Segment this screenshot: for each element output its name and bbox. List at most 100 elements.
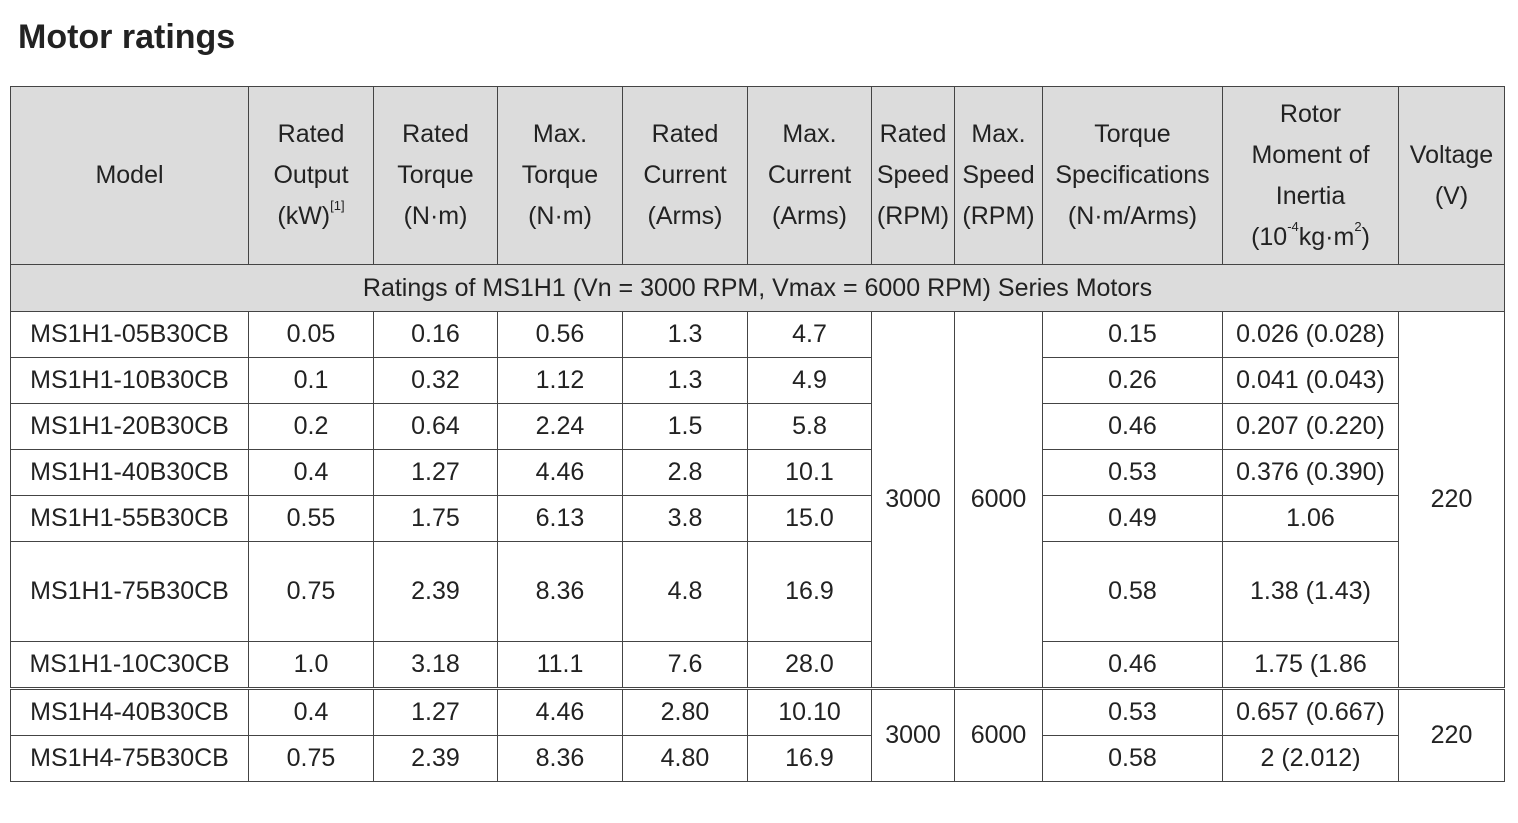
data-row: MS1H1-75B30CB 0.75 2.39 8.36 4.8 16.9 0.58 1.38… — [10, 541, 1505, 642]
value-cell: 7.6 — [622, 641, 748, 689]
value-cell: 1.27 — [373, 687, 498, 736]
header-line: Speed — [956, 155, 1042, 196]
value-cell: 6.13 — [497, 495, 623, 542]
header-cell: Voltage (V) — [1398, 86, 1505, 265]
header-cell: Max. Current (Arms) — [747, 86, 872, 265]
header-line: (Arms) — [749, 196, 871, 237]
data-row: MS1H4-75B30CB 0.75 2.39 8.36 4.80 16.9 0.58 2 (… — [10, 735, 1505, 782]
value-cell: 1.12 — [497, 357, 623, 404]
header-text: Current — [643, 161, 727, 189]
value-cell: 0.4 — [248, 687, 374, 736]
value-cell: 0.49 — [1042, 495, 1223, 542]
header-text: (Arms) — [647, 202, 723, 230]
value-cell: 0.46 — [1042, 403, 1223, 450]
header-cell: Rated Current (Arms) — [622, 86, 748, 265]
model-cell: MS1H1-10B30CB — [10, 357, 249, 404]
header-line: (RPM) — [956, 196, 1042, 237]
value-cell: 0.207 (0.220) — [1222, 403, 1399, 450]
value-cell: 28.0 — [747, 641, 872, 689]
header-line: Current — [624, 155, 747, 196]
header-text: ) — [1361, 222, 1370, 251]
header-text: Inertia — [1275, 181, 1346, 210]
header-text: (N·m) — [528, 202, 592, 230]
header-line: Rated — [624, 114, 747, 155]
value-cell: 1.27 — [373, 449, 498, 496]
value-cell: 0.46 — [1042, 641, 1223, 689]
value-cell: 0.53 — [1042, 449, 1223, 496]
header-text: Max. — [782, 120, 837, 148]
value-cell: 0.15 — [1042, 311, 1223, 358]
header-line: (N·m/Arms) — [1044, 196, 1222, 237]
value-cell: 3.8 — [622, 495, 748, 542]
header-line: (10-4kg·m2) — [1224, 217, 1398, 258]
model-cell: MS1H4-40B30CB — [10, 687, 249, 736]
header-cell: Rotor Moment of Inertia (10-4kg·m2) — [1222, 86, 1399, 265]
value-cell: 0.58 — [1042, 735, 1223, 782]
max-speed-cell: 6000 — [954, 311, 1043, 689]
value-cell: 1.75 — [373, 495, 498, 542]
data-row: MS1H4-40B30CB 0.4 1.27 4.46 2.80 10.10 3000 600… — [10, 687, 1505, 782]
value-cell: 1.3 — [622, 311, 748, 358]
header-text: Torque — [1094, 120, 1171, 148]
header-text: Moment of — [1251, 140, 1370, 169]
header-line: Model — [12, 155, 248, 196]
header-text: Torque — [521, 161, 599, 189]
value-cell: 4.46 — [497, 449, 623, 496]
data-row: MS1H1-10C30CB 1.0 3.18 11.1 7.6 28.0 0.46 1.75 … — [10, 641, 1505, 689]
voltage-cell: 220 — [1398, 687, 1505, 782]
value-cell: 1.38 (1.43) — [1222, 541, 1399, 642]
data-row: MS1H1-10B30CB 0.1 0.32 1.12 1.3 4.9 0.26 0.041 … — [10, 357, 1505, 404]
value-cell: 16.9 — [747, 541, 872, 642]
header-line: Specifications — [1044, 155, 1222, 196]
model-cell: MS1H1-20B30CB — [10, 403, 249, 450]
header-text: Rated — [277, 120, 345, 148]
table-body: Ratings of MS1H1 (Vn = 3000 RPM, Vmax = … — [10, 264, 1505, 782]
header-line: Torque — [375, 155, 497, 196]
value-cell: 10.1 — [747, 449, 872, 496]
header-line: Moment of — [1224, 135, 1398, 176]
value-cell: 4.8 — [622, 541, 748, 642]
header-text: Max. — [532, 120, 588, 148]
header-line: Rated — [873, 114, 954, 155]
value-cell: 3.18 — [373, 641, 498, 689]
model-cell: MS1H1-55B30CB — [10, 495, 249, 542]
header-line: (Arms) — [624, 196, 747, 237]
value-cell: 2.8 — [622, 449, 748, 496]
model-cell: MS1H1-75B30CB — [10, 541, 249, 642]
value-cell: 0.55 — [248, 495, 374, 542]
header-text: (N·m) — [403, 202, 468, 230]
header-line: Current — [749, 155, 871, 196]
value-cell: 0.1 — [248, 357, 374, 404]
header-line: Rotor — [1224, 94, 1398, 135]
header-text: Model — [95, 161, 164, 189]
superscript: 2 — [1354, 218, 1362, 234]
value-cell: 1.3 — [622, 357, 748, 404]
value-cell: 2.39 — [373, 735, 498, 782]
value-cell: 0.376 (0.390) — [1222, 449, 1399, 496]
value-cell: 8.36 — [497, 541, 623, 642]
value-cell: 11.1 — [497, 641, 623, 689]
section-row: Ratings of MS1H1 (Vn = 3000 RPM, Vmax = … — [10, 264, 1505, 312]
data-row: MS1H1-55B30CB 0.55 1.75 6.13 3.8 15.0 0.49 1.06 — [10, 495, 1505, 542]
value-cell: 0.041 (0.043) — [1222, 357, 1399, 404]
header-text: Speed — [962, 161, 1035, 189]
value-cell: 0.53 — [1042, 687, 1223, 736]
value-cell: 0.56 — [497, 311, 623, 358]
header-line: Torque — [499, 155, 622, 196]
value-cell: 0.657 (0.667) — [1222, 687, 1399, 736]
ratings-table: Model Rated Output (kW)[1] Rated Torque (N·m) M… — [10, 86, 1505, 782]
header-text: (RPM) — [962, 202, 1035, 230]
value-cell: 0.58 — [1042, 541, 1223, 642]
header-text: Rotor — [1279, 99, 1342, 128]
rated-speed-cell: 3000 — [871, 687, 955, 782]
value-cell: 0.75 — [248, 541, 374, 642]
header-line: Max. — [956, 114, 1042, 155]
model-cell: MS1H4-75B30CB — [10, 735, 249, 782]
header-text: (kW) — [277, 202, 331, 230]
value-cell: 0.26 — [1042, 357, 1223, 404]
header-text: Output — [273, 161, 349, 189]
max-speed-cell: 6000 — [954, 687, 1043, 782]
superscript: -4 — [1287, 218, 1299, 234]
value-cell: 5.8 — [747, 403, 872, 450]
